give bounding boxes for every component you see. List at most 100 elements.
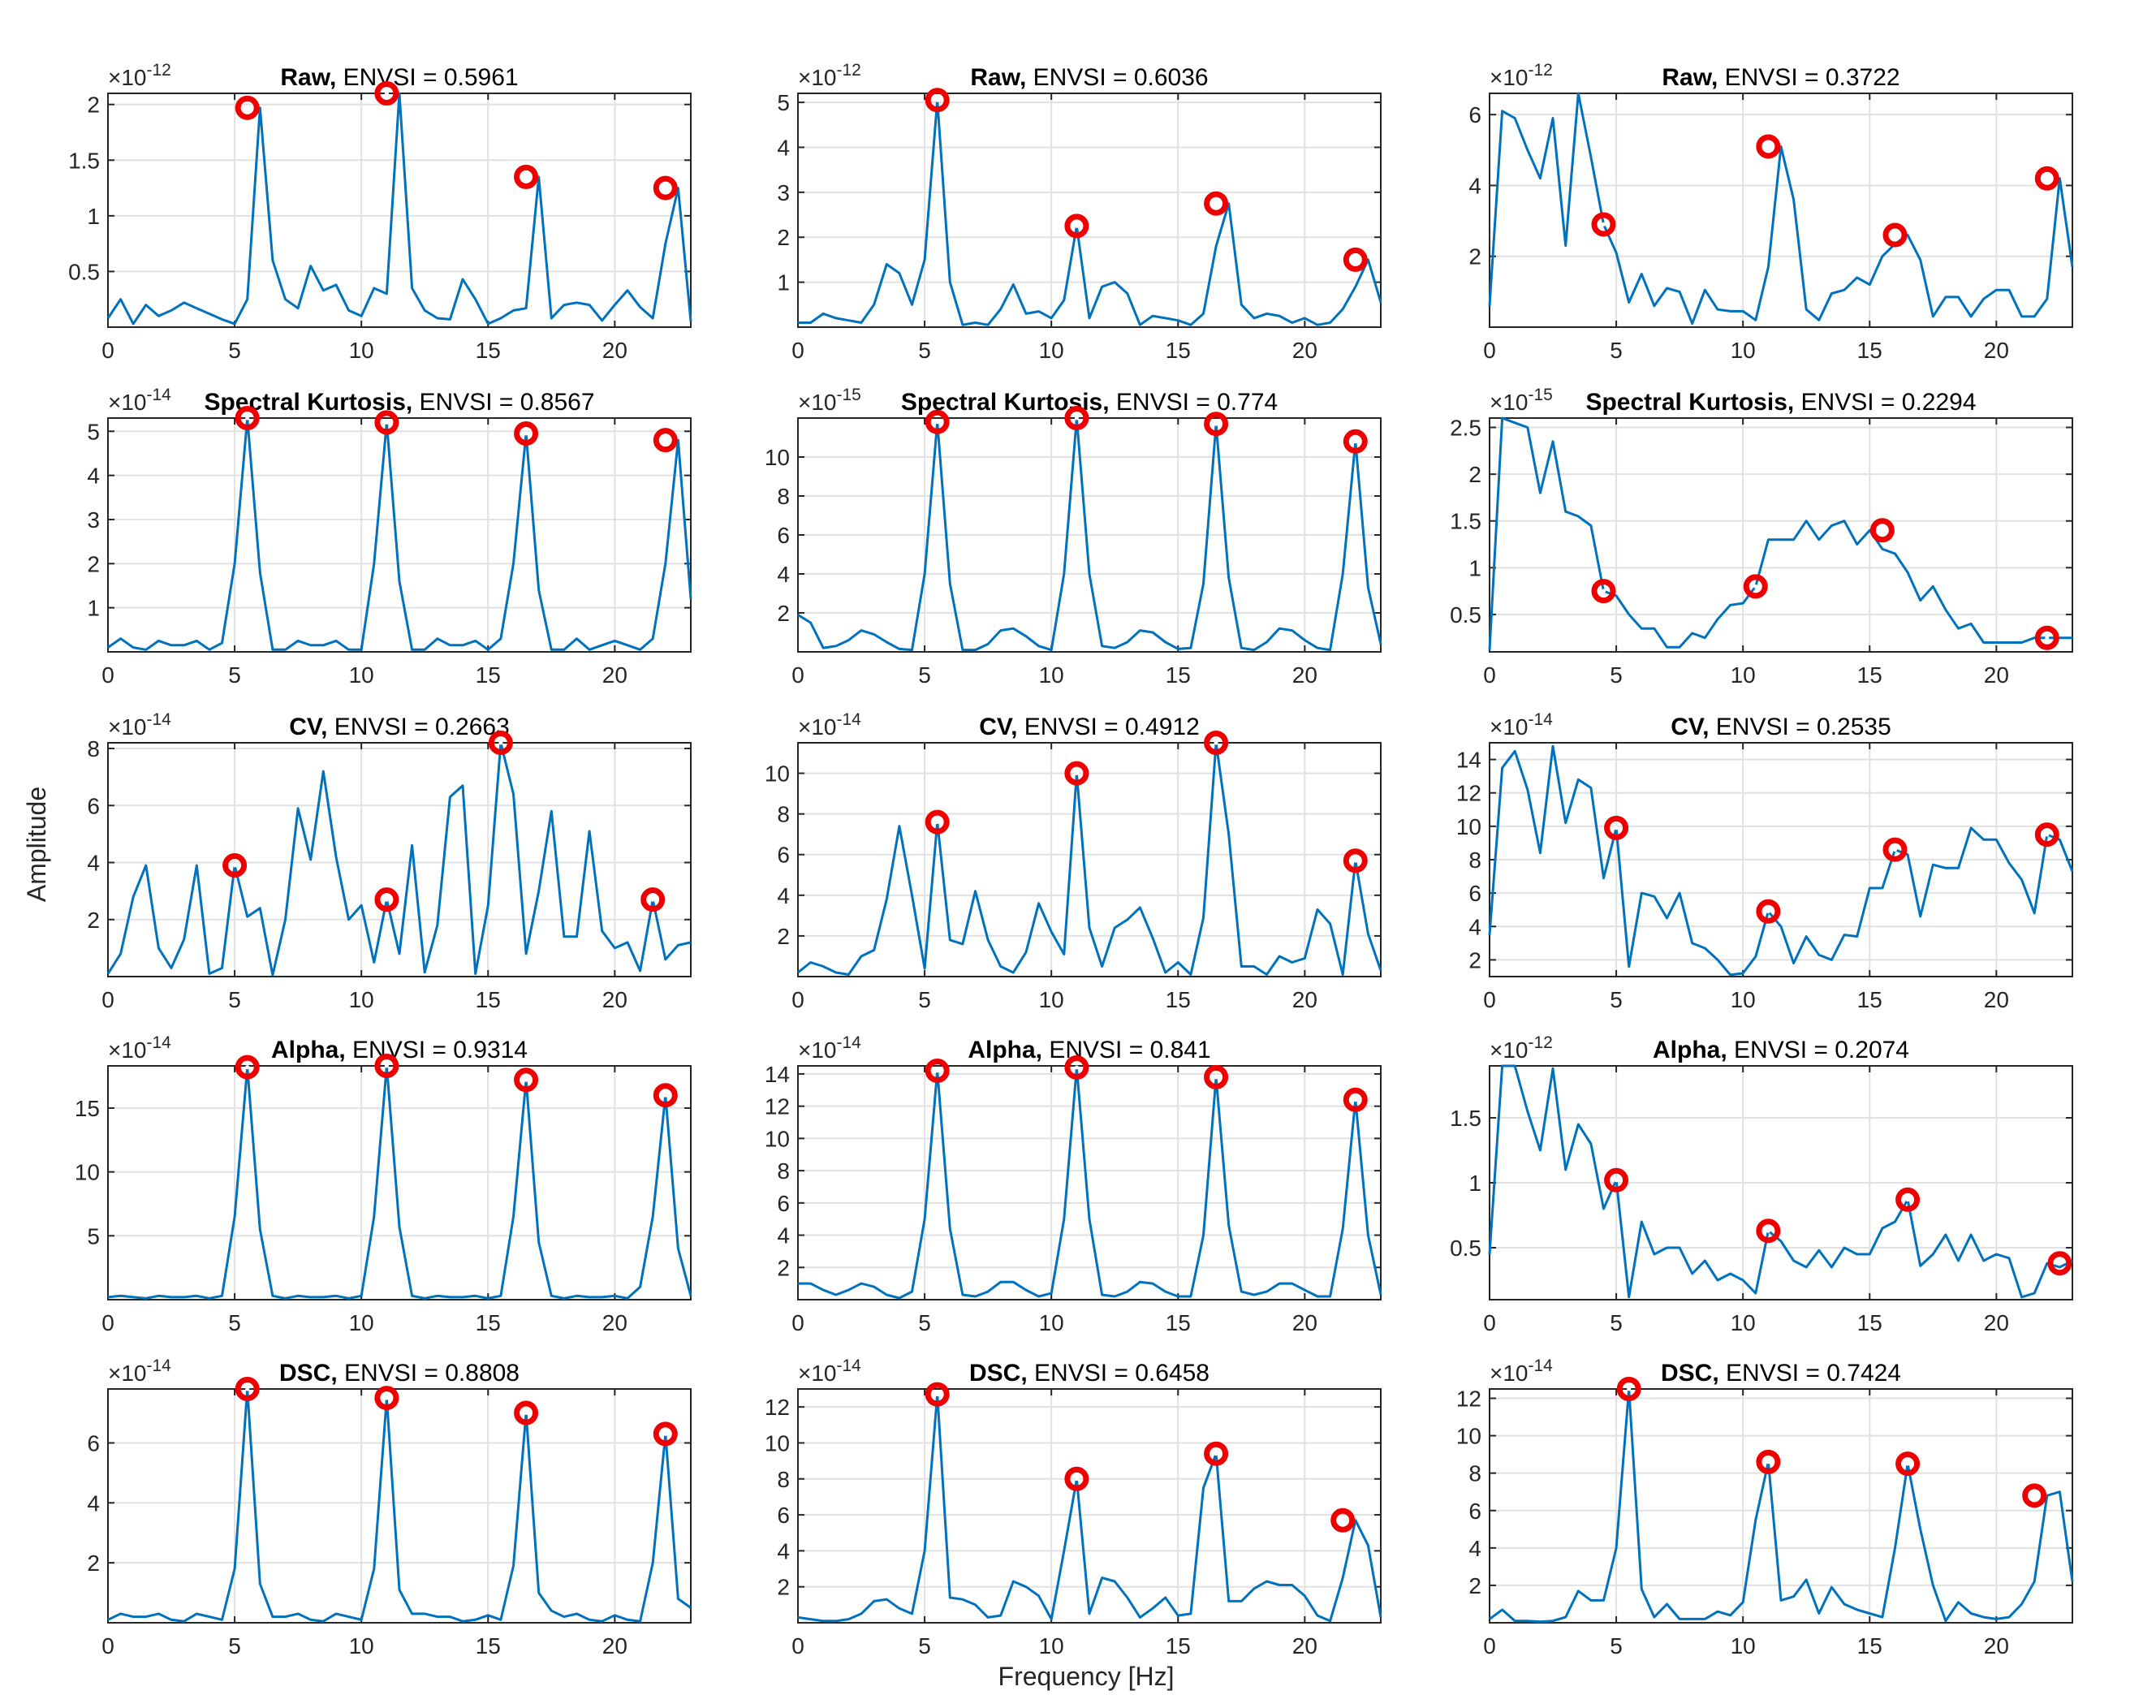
subplot-title: DSC, ENVSI = 0.8808 xyxy=(279,1360,520,1387)
envsi-value: ENVSI = 0.4912 xyxy=(1024,714,1200,740)
y-tick-label: 2 xyxy=(777,924,790,949)
harmonic-peak-marker xyxy=(1743,574,1768,599)
harmonic-peak-marker xyxy=(925,1058,950,1083)
x-tick-label: 5 xyxy=(918,338,931,363)
subplot-2-1: 0 5 10 15 20 1 2 3 4 5 ×10-14 Spectral Kurtosis, EN… xyxy=(87,386,692,688)
x-tick-label: 0 xyxy=(791,662,804,688)
harmonic-peak-dot xyxy=(935,1392,940,1397)
y-tick-label: 2 xyxy=(1468,244,1481,270)
x-tick-label: 0 xyxy=(1483,1310,1496,1335)
x-tick-label: 10 xyxy=(349,338,374,363)
envsi-value: ENVSI = 0.774 xyxy=(1116,389,1278,416)
harmonic-peak-dot xyxy=(1074,1065,1079,1070)
spectrum-line xyxy=(1488,744,2074,977)
harmonic-peak-dot xyxy=(1753,584,1758,589)
harmonic-peak-dot xyxy=(1614,1178,1619,1183)
harmonic-peak-marker xyxy=(1604,815,1629,840)
y-exponent-label: ×10-12 xyxy=(1490,61,1553,90)
harmonic-peak-marker xyxy=(1064,1466,1089,1491)
harmonic-peak-dot xyxy=(663,186,668,191)
y-tick-label: 5 xyxy=(777,90,790,115)
x-tick-label: 15 xyxy=(1857,338,1882,363)
x-tick-label: 15 xyxy=(1166,987,1191,1012)
x-tick-label: 0 xyxy=(1483,1633,1496,1658)
y-tick-label: 8 xyxy=(87,736,100,761)
x-tick-label: 10 xyxy=(349,662,374,688)
harmonic-peak-dot xyxy=(524,175,528,179)
harmonic-peak-marker xyxy=(514,421,539,446)
y-tick-label: 10 xyxy=(765,1126,790,1151)
y-tick-label: 4 xyxy=(87,1490,100,1516)
harmonic-peak-marker xyxy=(374,410,399,435)
harmonic-peak-dot xyxy=(1353,257,1358,262)
y-tick-label: 10 xyxy=(765,445,790,470)
x-tick-label: 20 xyxy=(1292,338,1317,363)
subplot-title: CV, ENVSI = 0.2535 xyxy=(1671,714,1891,740)
envsi-value: ENVSI = 0.2294 xyxy=(1801,389,1977,416)
subplot-5-2: 0 5 10 15 20 2 4 6 8 10 12 ×10-14 DSC, ENVSI = 0.645… xyxy=(765,1356,1382,1658)
subplot-4-2: 0 5 10 15 20 2 4 6 8 10 12 14 ×10-14 Alpha, ENVSI = 0… xyxy=(765,1033,1382,1335)
harmonic-peak-dot xyxy=(1601,589,1606,593)
harmonic-peak-dot xyxy=(2045,832,2050,837)
harmonic-peak-marker xyxy=(925,809,950,835)
x-tick-label: 10 xyxy=(1039,987,1064,1012)
harmonic-peak-marker xyxy=(1204,1064,1229,1089)
y-tick-label: 2 xyxy=(87,1551,100,1576)
envsi-value: ENVSI = 0.7424 xyxy=(1726,1360,1901,1387)
method-name: Raw, xyxy=(1662,64,1724,91)
subplot-title: Alpha, ENVSI = 0.2074 xyxy=(1653,1037,1909,1063)
method-name: Raw, xyxy=(970,64,1033,91)
harmonic-peak-dot xyxy=(1766,144,1770,149)
method-name: CV, xyxy=(979,714,1024,740)
y-tick-label: 6 xyxy=(1468,102,1481,127)
y-tick-label: 4 xyxy=(1468,1536,1481,1561)
x-tick-label: 10 xyxy=(1731,987,1756,1012)
exponent-base: ×10 xyxy=(798,1037,837,1063)
x-tick-label: 5 xyxy=(228,338,241,363)
axes-box xyxy=(1489,93,2073,328)
x-tick-label: 10 xyxy=(1731,1633,1756,1658)
axes-box xyxy=(797,1065,1382,1300)
y-tick-label: 6 xyxy=(1468,881,1481,906)
harmonic-peak-dot xyxy=(1353,439,1358,444)
spectrum-line xyxy=(798,98,1382,326)
harmonic-peak-dot xyxy=(1892,848,1897,852)
exponent-base: ×10 xyxy=(798,1361,837,1386)
envsi-value: ENVSI = 0.2074 xyxy=(1734,1037,1909,1063)
envsi-value: ENVSI = 0.8808 xyxy=(344,1360,520,1387)
y-tick-label: 12 xyxy=(765,1395,790,1420)
harmonic-peak-marker xyxy=(1343,1087,1368,1112)
axes-box xyxy=(797,742,1382,977)
harmonic-peak-marker xyxy=(1204,731,1229,755)
harmonic-peak-marker xyxy=(1204,1441,1229,1466)
harmonic-peak-marker xyxy=(1064,406,1089,430)
y-exponent-label: ×10-15 xyxy=(1490,386,1553,415)
harmonic-peak-marker xyxy=(1616,1377,1641,1401)
y-tick-label: 1.5 xyxy=(1450,1106,1481,1131)
y-tick-label: 2 xyxy=(1468,1573,1481,1598)
y-tick-label: 12 xyxy=(765,1094,790,1119)
spectrum-line xyxy=(1488,416,2072,650)
y-tick-label: 10 xyxy=(765,1430,790,1456)
harmonic-peak-marker xyxy=(235,1055,260,1080)
exponent-base: ×10 xyxy=(108,390,147,415)
harmonic-peak-dot xyxy=(935,820,940,825)
harmonic-peak-dot xyxy=(1353,1098,1358,1102)
spectrum-line xyxy=(797,741,1382,976)
harmonic-peak-marker xyxy=(1064,1055,1089,1080)
x-tick-label: 20 xyxy=(1292,1633,1317,1658)
envsi-value: ENVSI = 0.8567 xyxy=(420,389,595,416)
exponent-power: -15 xyxy=(1529,386,1553,404)
y-tick-label: 2 xyxy=(777,225,790,250)
harmonic-peak-marker xyxy=(514,164,539,189)
x-tick-label: 15 xyxy=(1166,1310,1191,1335)
y-tick-label: 6 xyxy=(87,1430,100,1456)
subplot-title: Spectral Kurtosis, ENVSI = 0.774 xyxy=(901,389,1278,416)
y-tick-label: 6 xyxy=(87,793,100,818)
envsi-value: ENVSI = 0.2535 xyxy=(1716,714,1891,740)
harmonic-peak-marker xyxy=(653,1083,678,1108)
method-name: Spectral Kurtosis, xyxy=(1585,389,1800,416)
x-tick-label: 15 xyxy=(1166,338,1191,363)
exponent-power: -12 xyxy=(837,61,861,80)
